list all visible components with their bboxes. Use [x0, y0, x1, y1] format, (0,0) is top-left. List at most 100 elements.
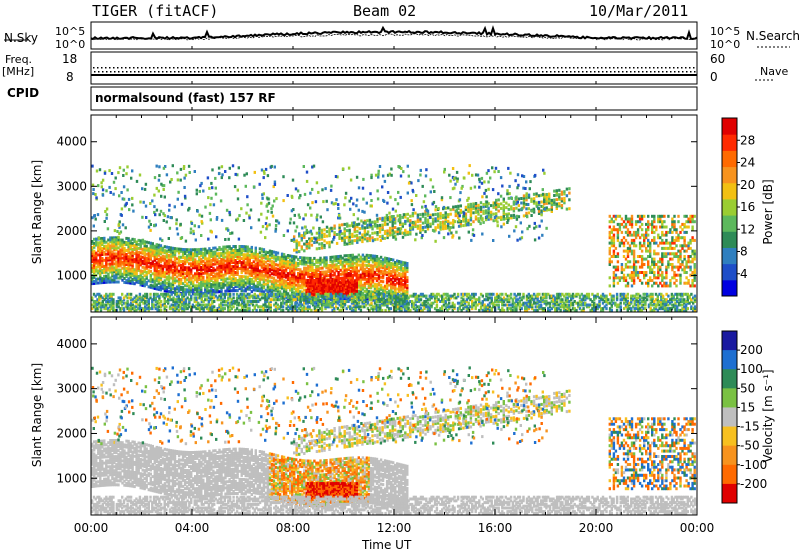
nave-point: [229, 67, 231, 69]
nave-point: [262, 71, 264, 73]
range-gate-cell: [99, 265, 102, 269]
range-gate-cell: [343, 242, 346, 246]
range-gate-cell: [254, 258, 257, 262]
range-gate-cell: [289, 266, 292, 270]
range-gate-cell: [110, 294, 113, 298]
range-gate-cell: [328, 280, 331, 284]
range-gate-cell: [474, 202, 478, 205]
range-gate-cell: [141, 241, 144, 245]
range-gate-cell: [321, 296, 324, 300]
range-gate-cell: [105, 300, 108, 303]
range-gate-cell: [181, 262, 185, 265]
range-gate-cell: [378, 230, 382, 234]
range-gate-cell: [133, 278, 136, 282]
range-gate-cell: [250, 245, 253, 249]
range-gate-cell: [367, 270, 371, 274]
range-gate-cell: [210, 277, 213, 280]
range-gate-cell: [171, 274, 175, 278]
range-gate-cell: [242, 275, 245, 279]
range-gate-cell: [363, 237, 367, 241]
range-gate-cell: [406, 264, 409, 267]
range-gate-cell: [110, 292, 113, 296]
range-gate-cell: [309, 262, 312, 266]
range-gate-cell: [313, 241, 316, 244]
range-gate-cell: [248, 265, 251, 269]
range-gate-cell: [387, 269, 391, 273]
range-gate-cell: [548, 192, 551, 196]
range-gate-cell: [214, 256, 217, 260]
range-gate-cell: [326, 283, 330, 287]
range-gate-cell: [274, 269, 278, 273]
range-gate-cell: [284, 279, 288, 283]
range-gate-cell: [359, 285, 363, 289]
nave-point: [314, 71, 316, 73]
range-gate-cell: [369, 266, 373, 270]
range-gate-cell: [113, 236, 116, 240]
range-gate-cell: [121, 260, 124, 264]
range-gate-cell: [256, 254, 259, 258]
range-gate-cell: [157, 269, 161, 273]
range-gate-cell: [482, 205, 485, 209]
range-gate-cell: [96, 301, 99, 305]
nave-point: [482, 71, 484, 73]
range-gate-cell: [311, 269, 314, 272]
range-gate-cell: [351, 261, 354, 265]
range-gate-cell: [381, 274, 385, 278]
range-gate-cell: [262, 262, 266, 266]
range-gate-cell: [361, 265, 365, 269]
range-gate-cell: [260, 275, 264, 279]
nave-point: [142, 71, 144, 73]
range-gate-cell: [467, 207, 470, 211]
range-gate-cell: [133, 258, 136, 262]
range-gate-cell: [325, 272, 328, 276]
range-gate-cell: [97, 277, 100, 281]
range-gate-cell: [188, 272, 191, 276]
range-gate-cell: [343, 254, 346, 258]
nave-point: [390, 71, 392, 73]
range-gate-cell: [192, 264, 195, 268]
range-gate-cell: [517, 204, 521, 208]
range-gate-cell: [204, 249, 207, 253]
range-gate-cell: [210, 249, 213, 252]
range-gate-cell: [489, 210, 493, 214]
range-gate-cell: [125, 255, 128, 258]
range-gate-cell: [276, 273, 280, 277]
range-gate-cell: [206, 263, 209, 267]
range-gate-cell: [355, 265, 358, 269]
range-gate-cell: [149, 273, 152, 277]
range-gate-cell: [183, 276, 187, 280]
nave-point: [214, 71, 216, 73]
range-gate-cell: [464, 223, 468, 227]
range-gate-cell: [103, 274, 106, 278]
range-gate-cell: [127, 261, 130, 265]
range-gate-cell: [434, 212, 437, 216]
range-gate-cell: [343, 240, 346, 244]
range-gate-cell: [262, 276, 266, 280]
range-gate-cell: [391, 233, 394, 237]
range-gate-cell: [254, 264, 257, 268]
range-gate-cell: [305, 268, 308, 272]
range-gate-cell: [310, 290, 313, 294]
range-gate-cell: [129, 308, 133, 312]
range-gate-cell: [125, 281, 128, 285]
range-gate-cell: [293, 261, 296, 265]
range-gate-cell: [375, 287, 379, 291]
range-gate-cell: [342, 290, 345, 294]
range-gate-cell: [343, 231, 346, 235]
range-gate-cell: [361, 224, 364, 228]
nave-point: [441, 67, 443, 69]
nave-point: [490, 71, 492, 73]
range-gate-cell: [111, 236, 114, 240]
range-gate-cell: [157, 253, 161, 257]
range-gate-cell: [181, 286, 185, 290]
range-gate-cell: [214, 282, 217, 286]
range-gate-cell: [335, 259, 338, 263]
range-gate-cell: [353, 257, 356, 261]
range-gate-cell: [228, 267, 231, 271]
range-gate-cell: [220, 290, 223, 293]
range-gate-cell: [137, 238, 140, 242]
range-gate-cell: [95, 259, 98, 263]
range-gate-cell: [398, 296, 401, 300]
range-gate-cell: [246, 263, 249, 267]
range-gate-cell: [105, 258, 108, 262]
